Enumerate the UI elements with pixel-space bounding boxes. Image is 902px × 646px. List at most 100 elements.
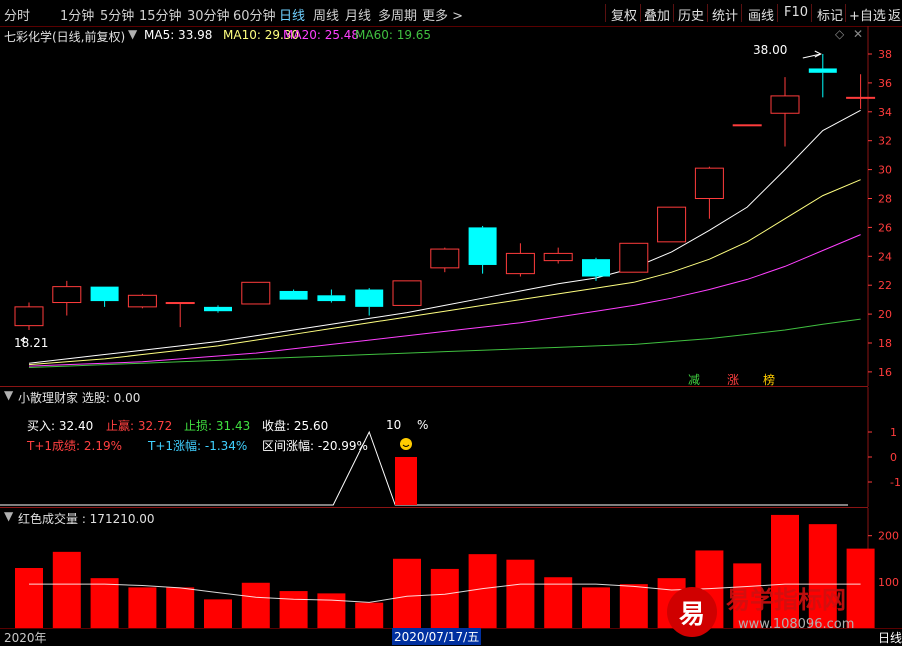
indicator-chart[interactable]: 10-1 <box>0 387 902 507</box>
candle-body-up <box>657 206 687 243</box>
indicator-title: 小散理财家 选股: 0.00 <box>18 391 141 405</box>
volume-bar <box>52 551 81 628</box>
candle-body-down <box>808 68 837 73</box>
chevron-down-icon[interactable]: ▼ <box>4 509 14 523</box>
candle-body-down <box>90 286 119 302</box>
high-arrow-head <box>814 50 822 58</box>
mark-button[interactable]: 标记 <box>817 9 844 24</box>
y-tick-label: 200 <box>878 530 899 543</box>
tab-monthly[interactable]: 月线 <box>345 9 372 24</box>
tab-multi-period[interactable]: 多周期 <box>378 9 418 24</box>
f10-button[interactable]: F10 <box>784 5 809 20</box>
volume-chart[interactable]: 100 200 <box>0 508 902 628</box>
close-price: 收盘: 25.60 <box>262 419 329 433</box>
chevron-down-icon[interactable]: ▼ <box>4 388 14 402</box>
t1-result: T+1成绩: 2.19% <box>27 439 122 453</box>
signal-line <box>0 430 848 506</box>
volume-bar <box>279 591 308 628</box>
draw-button[interactable]: 画线 <box>748 9 775 24</box>
close-icon[interactable]: ✕ <box>853 27 864 41</box>
ma20-line <box>28 234 861 367</box>
volume-bar <box>355 602 384 628</box>
chevron-down-icon[interactable]: ▼ <box>128 27 138 41</box>
volume-bar <box>771 514 799 628</box>
tab-60min[interactable]: 60分钟 <box>233 9 276 24</box>
ma60-label: MA60: 19.65 <box>355 28 432 42</box>
ma5-line <box>28 109 861 364</box>
divider <box>605 4 606 22</box>
candle-body-up <box>505 252 535 275</box>
signal-bang: 榜 <box>763 373 776 387</box>
period-label: 日线 <box>878 631 902 645</box>
volume-bar <box>506 559 535 628</box>
range-change: 区间涨幅: -20.99% <box>262 439 368 453</box>
tab-1min[interactable]: 1分钟 <box>60 9 95 24</box>
stats-button[interactable]: 统计 <box>712 9 739 24</box>
year-label: 2020年 <box>4 631 47 645</box>
tab-fenshi[interactable]: 分时 <box>4 9 31 24</box>
watermark-url: www.108096.com <box>738 617 855 632</box>
ma5-label: MA5: 33.98 <box>144 28 213 42</box>
candle-body-up <box>52 286 82 304</box>
diamond-icon[interactable]: ◇ <box>835 27 845 41</box>
volume-bar <box>166 587 195 628</box>
ma10-line <box>28 179 861 366</box>
y-tick-label: 22 <box>878 279 892 292</box>
y-tick-label: 36 <box>878 77 892 90</box>
volume-bar <box>808 524 837 628</box>
panel-divider <box>0 507 868 508</box>
candle-body-down <box>279 290 308 300</box>
volume-bar <box>846 548 875 628</box>
tab-weekly[interactable]: 周线 <box>313 9 340 24</box>
volume-bar <box>582 587 610 628</box>
volume-bar <box>241 582 270 628</box>
y-tick-label: 20 <box>878 308 892 321</box>
volume-bar <box>619 584 648 628</box>
overlay-button[interactable]: 叠加 <box>644 9 671 24</box>
adjust-button[interactable]: 复权 <box>611 9 638 24</box>
history-button[interactable]: 历史 <box>678 9 705 24</box>
tab-more[interactable]: 更多 > <box>422 9 464 24</box>
candle-body-down <box>468 227 497 265</box>
candle-body-up <box>846 96 876 99</box>
divider <box>707 4 708 22</box>
ma10-label: MA10: 29.30 <box>223 28 300 42</box>
add-watchlist-button[interactable]: +自选 <box>849 9 886 24</box>
y-tick-label: 18 <box>878 337 892 350</box>
y-tick-label: 26 <box>878 221 892 234</box>
divider <box>777 4 778 22</box>
divider <box>673 4 674 22</box>
y-tick-label: 34 <box>878 106 892 119</box>
volume-bar <box>90 578 119 628</box>
volume-bar <box>430 568 459 628</box>
volume-ma-line <box>29 583 861 603</box>
volume-bar <box>733 563 762 628</box>
candle-body-up <box>127 294 157 308</box>
volume-bar <box>544 577 573 628</box>
candle-body-down <box>355 289 384 307</box>
tab-daily[interactable]: 日线 <box>279 9 306 24</box>
ma20-label: MA20: 25.48 <box>283 28 360 42</box>
tab-5min[interactable]: 5分钟 <box>100 9 135 24</box>
y-tick-label: -1 <box>890 476 901 489</box>
divider <box>741 4 742 22</box>
t1-change: T+1涨幅: -1.34% <box>148 439 248 453</box>
divider <box>845 4 846 22</box>
cursor-date: 2020/07/17/五 <box>392 628 482 645</box>
y-tick-label: 1 <box>890 426 897 439</box>
tab-15min[interactable]: 15分钟 <box>139 9 182 24</box>
volume-bar <box>468 554 497 628</box>
back-button[interactable]: 返 <box>888 9 902 24</box>
high-arrow <box>802 53 821 59</box>
candle-body-down <box>317 295 346 302</box>
tab-30min[interactable]: 30分钟 <box>187 9 230 24</box>
candlestick-chart[interactable]: 16 18 20 22 24 26 28 30 32 34 36 38 <box>0 26 902 386</box>
smiley-mouth <box>402 444 410 447</box>
site-logo: 易 <box>667 587 717 637</box>
y-tick-label: 32 <box>878 135 892 148</box>
low-arrow-head <box>20 336 26 344</box>
smiley-icon <box>400 438 412 450</box>
ma60-line <box>28 318 861 369</box>
period-toolbar: 分时 1分钟 5分钟 15分钟 30分钟 60分钟 日线 周线 月线 多周期 更… <box>0 0 902 27</box>
candle-body-down <box>582 259 610 277</box>
